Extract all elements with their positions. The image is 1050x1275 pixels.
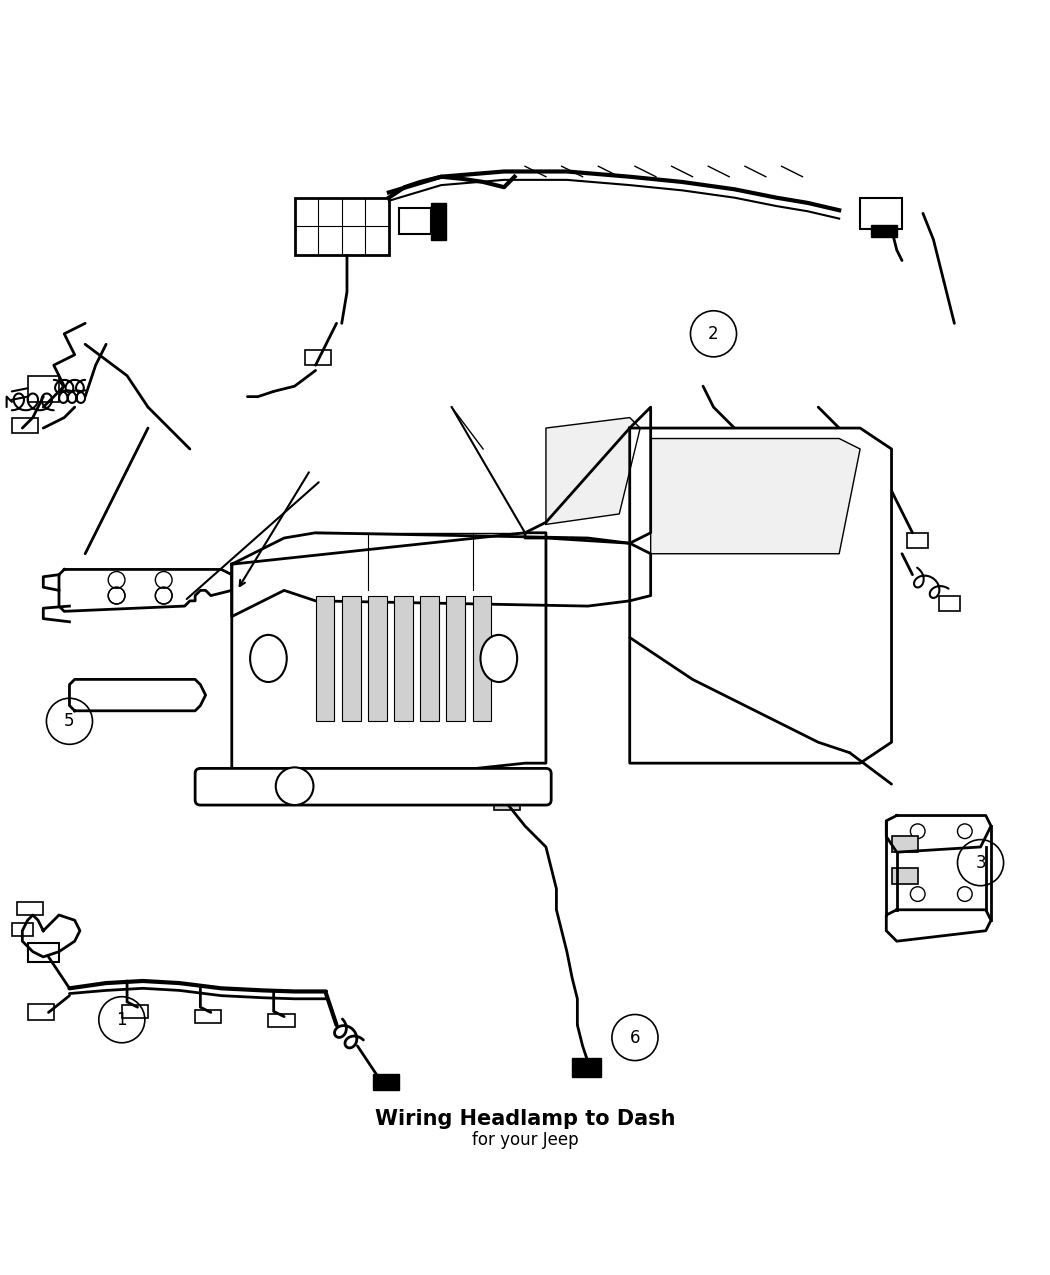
Bar: [939, 595, 960, 611]
Polygon shape: [232, 533, 546, 794]
Bar: [494, 794, 520, 811]
Bar: [891, 836, 918, 852]
Text: 6: 6: [630, 1029, 640, 1047]
Bar: [420, 595, 439, 722]
Text: 5: 5: [64, 713, 75, 731]
Text: 2: 2: [708, 325, 719, 343]
Bar: [27, 944, 59, 963]
Polygon shape: [525, 407, 651, 543]
Bar: [446, 595, 465, 722]
Text: for your Jeep: for your Jeep: [471, 1131, 579, 1149]
Polygon shape: [69, 680, 206, 710]
Bar: [472, 595, 491, 722]
Text: Wiring Headlamp to Dash: Wiring Headlamp to Dash: [375, 1109, 675, 1130]
Bar: [27, 1003, 54, 1020]
Bar: [269, 1015, 295, 1028]
Bar: [27, 376, 59, 402]
Polygon shape: [651, 439, 860, 553]
Ellipse shape: [250, 635, 287, 682]
Circle shape: [276, 768, 314, 805]
Bar: [907, 533, 928, 548]
Bar: [399, 208, 430, 235]
Bar: [394, 595, 413, 722]
Bar: [781, 511, 802, 528]
Bar: [368, 595, 386, 722]
Bar: [870, 224, 897, 237]
Bar: [572, 1058, 602, 1077]
FancyBboxPatch shape: [295, 198, 388, 255]
Polygon shape: [546, 418, 640, 524]
Bar: [316, 595, 334, 722]
Polygon shape: [232, 533, 651, 617]
Bar: [430, 203, 446, 240]
Bar: [195, 1010, 222, 1023]
Bar: [12, 923, 33, 936]
Bar: [860, 198, 902, 230]
Bar: [17, 903, 43, 915]
Bar: [122, 1005, 148, 1017]
Bar: [373, 1075, 399, 1090]
Text: 3: 3: [975, 854, 986, 872]
Bar: [12, 418, 38, 434]
Bar: [891, 868, 918, 884]
Bar: [306, 349, 331, 365]
FancyBboxPatch shape: [195, 769, 551, 805]
Text: 1: 1: [117, 1011, 127, 1029]
Polygon shape: [630, 428, 891, 764]
Polygon shape: [886, 816, 991, 852]
Polygon shape: [59, 570, 232, 611]
Polygon shape: [886, 910, 991, 941]
Ellipse shape: [481, 635, 518, 682]
Bar: [341, 595, 360, 722]
